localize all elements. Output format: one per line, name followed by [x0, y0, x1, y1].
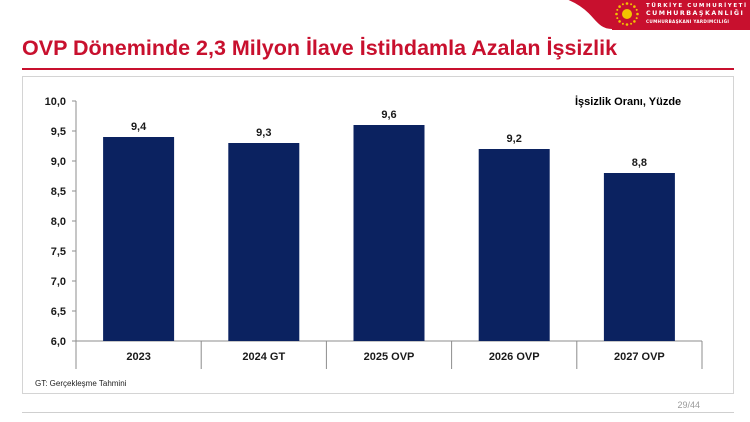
bar: [103, 137, 175, 341]
data-label: 9,4: [131, 121, 147, 133]
y-tick-label: 6,0: [51, 336, 66, 348]
bar: [478, 149, 550, 341]
presidential-emblem-icon: [615, 2, 639, 26]
y-tick-label: 9,0: [51, 156, 66, 168]
bar: [353, 125, 425, 341]
y-tick-label: 7,0: [51, 276, 66, 288]
bottom-divider: [22, 412, 734, 413]
x-tick-label: 2023: [126, 351, 150, 363]
title-divider: [22, 68, 734, 70]
data-label: 9,6: [381, 109, 396, 121]
logo-line-presidency: CUMHURBAŞKANLIĞI: [646, 10, 745, 17]
header-band: [0, 0, 750, 30]
y-tick-label: 6,5: [51, 306, 66, 318]
x-tick-label: 2024 GT: [242, 351, 285, 363]
page-title: OVP Döneminde 2,3 Milyon İlave İstihdaml…: [22, 36, 618, 60]
data-label: 9,2: [507, 133, 522, 145]
y-tick-label: 9,5: [51, 126, 66, 138]
y-tick-label: 8,5: [51, 186, 66, 198]
chart-frame: [22, 76, 734, 394]
logo-line-country: TÜRKİYE CUMHURİYETİ: [646, 3, 748, 9]
data-label: 8,8: [632, 157, 647, 169]
bar: [228, 143, 300, 341]
x-tick-label: 2025 OVP: [364, 351, 415, 363]
page-number: 29/44: [677, 400, 700, 410]
y-tick-label: 7,5: [51, 246, 66, 258]
y-tick-label: 10,0: [45, 96, 66, 108]
footnote: GT: Gerçekleşme Tahmini: [35, 379, 127, 388]
data-label: 9,3: [256, 127, 271, 139]
series-label: İşsizlik Oranı, Yüzde: [575, 96, 682, 108]
bar: [603, 173, 675, 341]
logo-block: TÜRKİYE CUMHURİYETİ CUMHURBAŞKANLIĞI CUM…: [614, 0, 746, 28]
x-tick-label: 2026 OVP: [489, 351, 540, 363]
logo-line-vice-presidency: CUMHURBAŞKANI YARDIMCILIĞI: [646, 19, 730, 24]
x-tick-label: 2027 OVP: [614, 351, 665, 363]
y-tick-label: 8,0: [51, 216, 66, 228]
